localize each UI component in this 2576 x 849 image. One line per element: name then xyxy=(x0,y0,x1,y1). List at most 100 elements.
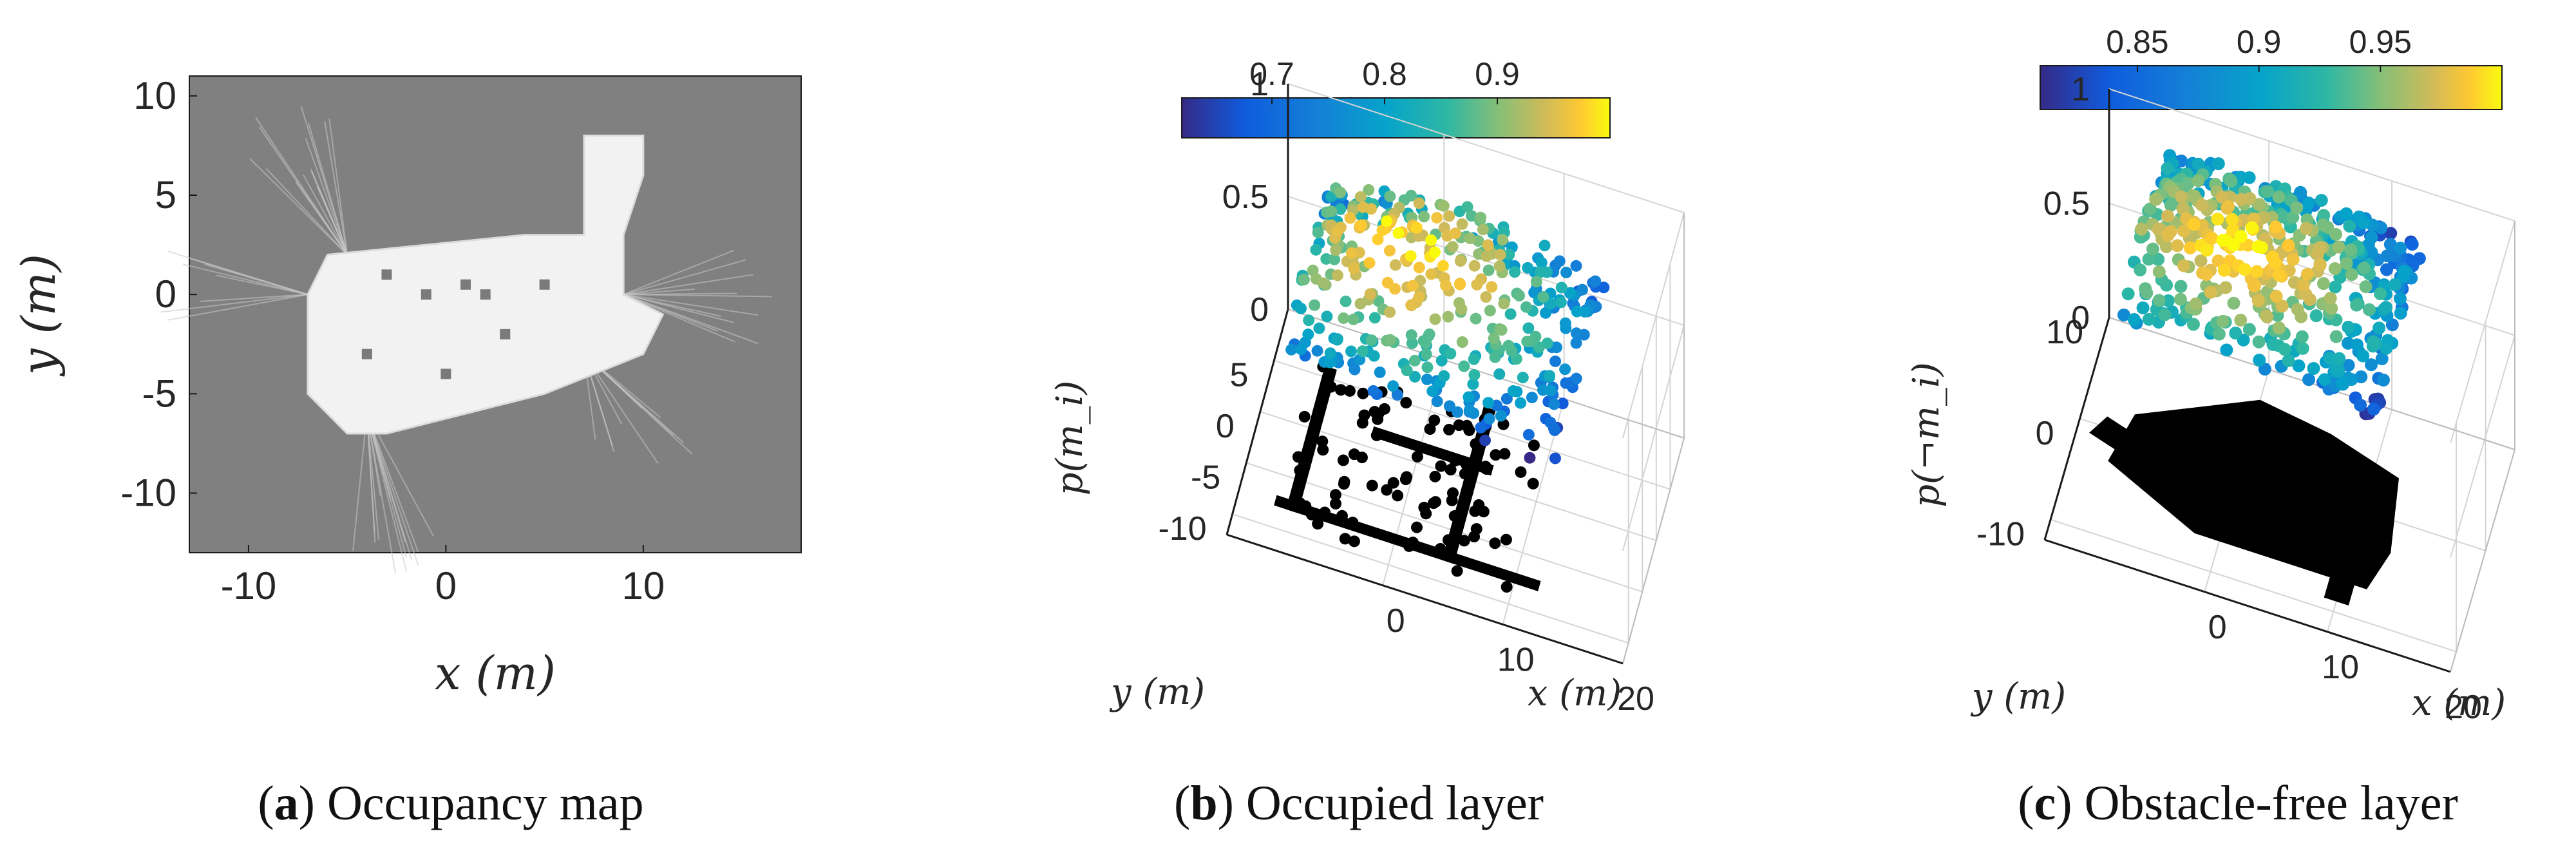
footprint-dot xyxy=(1325,381,1337,393)
scatter-point xyxy=(1515,397,1527,409)
scatter-point xyxy=(2229,327,2242,340)
scatter-point xyxy=(1330,244,1342,256)
scatter-point xyxy=(1559,363,1571,376)
scatter-point xyxy=(1387,380,1399,392)
z-tick-label: 1 xyxy=(1250,66,1269,103)
footprint-dot xyxy=(1429,470,1441,482)
y-tick-label: 0 xyxy=(1216,408,1235,445)
footprint-dot xyxy=(1435,460,1447,472)
scatter-point xyxy=(1383,245,1396,257)
scatter-point xyxy=(1405,189,1417,202)
scatter-point xyxy=(1463,404,1475,416)
scatter-point xyxy=(2250,265,2264,278)
scatter-point xyxy=(2152,253,2165,266)
scatter-point xyxy=(1470,312,1482,325)
scatter-point xyxy=(2376,373,2390,386)
scatter-point xyxy=(1340,295,1352,307)
footprint-dot xyxy=(1319,506,1331,519)
scatter-point xyxy=(1557,397,1569,410)
scatter-point xyxy=(2336,376,2349,389)
scatter-point xyxy=(1437,200,1450,212)
scatter-point xyxy=(1413,197,1425,209)
scatter-point xyxy=(1502,339,1515,352)
footprint-dot xyxy=(1294,464,1306,477)
y-tick-label: -10 xyxy=(1158,510,1206,548)
scatter-point xyxy=(1420,337,1432,349)
scatter-point xyxy=(1365,334,1378,347)
scatter-point xyxy=(2380,341,2393,355)
scatter-point xyxy=(2224,174,2238,187)
scatter-point xyxy=(1344,212,1356,224)
y-tick-label: -5 xyxy=(1191,459,1220,497)
scatter-point xyxy=(1507,385,1519,397)
footprint-shape xyxy=(2108,399,2399,589)
lidar-ray xyxy=(623,294,734,323)
scatter-point xyxy=(2192,174,2205,187)
scatter-point xyxy=(2135,222,2148,236)
y-axis-label-c: y (m) xyxy=(1970,676,2066,718)
z-axis-label-c: p(¬m_i) xyxy=(1906,362,1947,507)
lidar-ray xyxy=(310,168,348,255)
caption-b-letter: b xyxy=(1190,776,1217,830)
scatter-point xyxy=(1332,269,1344,281)
scatter-point xyxy=(1345,345,1357,358)
scatter-point xyxy=(1495,324,1508,336)
footprint-dot xyxy=(1515,466,1527,478)
footprint-dot xyxy=(1292,451,1304,463)
scatter-point xyxy=(2186,318,2200,331)
scatter-point xyxy=(2329,330,2343,343)
scatter-point xyxy=(2161,209,2175,223)
y-tick-label: 0 xyxy=(155,272,176,316)
scatter-point xyxy=(2332,240,2345,254)
lidar-ray xyxy=(168,294,308,321)
scatter-point xyxy=(2205,231,2219,245)
scatter-point xyxy=(2183,241,2197,254)
z-axis-label-b: p(m_i) xyxy=(1049,381,1091,496)
scatter-point xyxy=(1544,298,1557,310)
footprint-dot xyxy=(1401,471,1413,483)
scatter-point xyxy=(1444,348,1457,360)
scatter-point xyxy=(1522,262,1534,274)
x-axis-line xyxy=(1226,533,1624,665)
footprint-shape xyxy=(2089,416,2141,455)
scatter-point xyxy=(1539,240,1551,252)
scatter-point xyxy=(1439,280,1452,292)
footprint-dot xyxy=(1392,490,1404,502)
scatter-point xyxy=(1372,233,1384,245)
scatter-point xyxy=(1534,266,1546,278)
scatter-point xyxy=(1321,310,1333,323)
scatter-point xyxy=(1423,328,1435,340)
footprint-dot xyxy=(1461,459,1473,471)
scatter-point xyxy=(1482,264,1495,276)
scatter-point xyxy=(2340,207,2353,220)
scatter-point xyxy=(1325,205,1338,217)
footprint-dot xyxy=(1338,475,1350,488)
obstacle-cell xyxy=(539,279,550,290)
scatter-point xyxy=(1425,234,1437,246)
footprint-dot xyxy=(1451,565,1463,577)
wall-grid-line xyxy=(1287,83,1685,213)
box-edge xyxy=(1287,309,1685,439)
footprint-dot xyxy=(1420,508,1432,520)
scatter-point xyxy=(1363,184,1375,196)
scatter-point xyxy=(2282,239,2295,253)
scatter-point xyxy=(1381,215,1393,227)
scatter-point xyxy=(2194,254,2208,267)
scatter-point xyxy=(1526,392,1538,404)
scatter-point xyxy=(1513,289,1526,301)
footprint-dot xyxy=(1312,518,1324,530)
z-tick-label: 0.5 xyxy=(1222,178,1269,216)
scatter-point xyxy=(1503,249,1515,261)
scatter-point xyxy=(2380,263,2393,276)
scatter-point xyxy=(2242,171,2256,184)
footprint-dot xyxy=(1381,484,1393,496)
scatter-point xyxy=(1521,336,1533,348)
footprint-shape xyxy=(1442,406,1496,564)
x-tick-label: 0 xyxy=(435,564,457,607)
scatter-point xyxy=(1413,262,1425,274)
scatter-point xyxy=(1544,370,1556,382)
scatter-point xyxy=(2136,301,2150,314)
scatter-point xyxy=(2161,294,2175,307)
lidar-ray xyxy=(623,292,737,296)
